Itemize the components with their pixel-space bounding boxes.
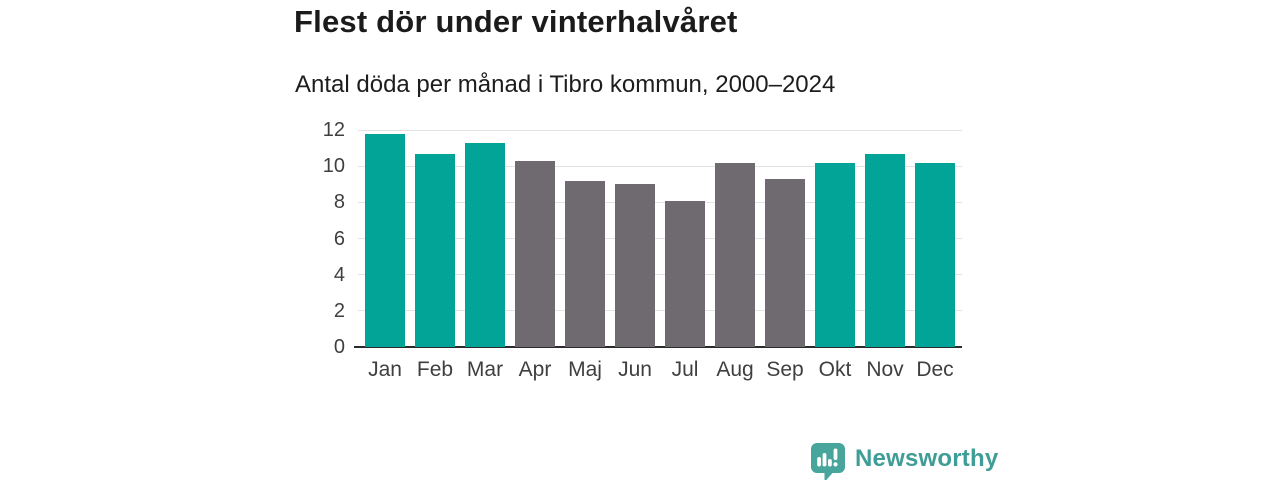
x-axis-line <box>354 346 962 348</box>
gridline-y-12 <box>358 129 962 131</box>
x-axis-label-jun: Jun <box>618 358 652 381</box>
chart-title: Flest dör under vinterhalvåret <box>294 4 738 39</box>
y-axis-tick-label-10: 10 <box>322 155 345 178</box>
plot-area <box>354 129 962 348</box>
logo-bar-1 <box>817 457 821 467</box>
bar-jan <box>365 133 405 347</box>
x-axis-label-feb: Feb <box>416 358 454 381</box>
x-axis-label-nov: Nov <box>866 358 904 381</box>
gridline-y-2 <box>358 310 962 312</box>
x-axis-label-maj: Maj <box>568 358 602 381</box>
chart-subtitle: Antal döda per månad i Tibro kommun, 200… <box>295 71 836 98</box>
gridline-y-8 <box>358 201 962 203</box>
x-axis-label-apr: Apr <box>518 358 552 381</box>
gridline-y-6 <box>358 238 962 239</box>
x-axis-label-dec: Dec <box>916 358 954 381</box>
logo-bar-3 <box>828 459 832 467</box>
bar-feb <box>415 153 455 347</box>
y-axis-tick-label-2: 2 <box>333 299 345 322</box>
bar-jun <box>615 184 655 347</box>
bar-jul <box>665 200 705 347</box>
logo-exclamation-dot <box>833 462 838 467</box>
y-axis-tick-label-12: 12 <box>322 119 345 141</box>
newsworthy-logo[interactable]: Newsworthy <box>810 442 998 480</box>
bar-aug <box>715 162 755 347</box>
y-axis-tick-label-0: 0 <box>333 336 345 358</box>
gridline-y-4 <box>358 274 962 276</box>
x-axis-label-jul: Jul <box>671 358 699 381</box>
bar-maj <box>565 180 605 347</box>
newsworthy-logo-text: Newsworthy <box>855 445 999 472</box>
bar-okt <box>815 162 855 347</box>
bar-apr <box>515 160 555 347</box>
bar-nov <box>865 153 905 347</box>
logo-exclamation-stem <box>833 448 838 460</box>
y-axis-tick-label-6: 6 <box>333 227 345 250</box>
y-axis-tick-label-4: 4 <box>333 263 345 286</box>
x-axis-label-jan: Jan <box>368 358 402 381</box>
newsworthy-logo-icon <box>811 443 845 480</box>
x-axis-label-mar: Mar <box>466 358 504 381</box>
bar-mar <box>465 142 505 347</box>
x-axis-label-okt: Okt <box>818 358 852 381</box>
x-axis-label-sep: Sep <box>766 358 804 381</box>
x-axis-label-aug: Aug <box>716 358 754 381</box>
gridline-y-10 <box>358 165 962 167</box>
y-axis-tick-label-8: 8 <box>333 191 345 214</box>
logo-bar-2 <box>822 453 827 467</box>
bar-sep <box>765 178 805 347</box>
bar-dec <box>915 162 955 347</box>
